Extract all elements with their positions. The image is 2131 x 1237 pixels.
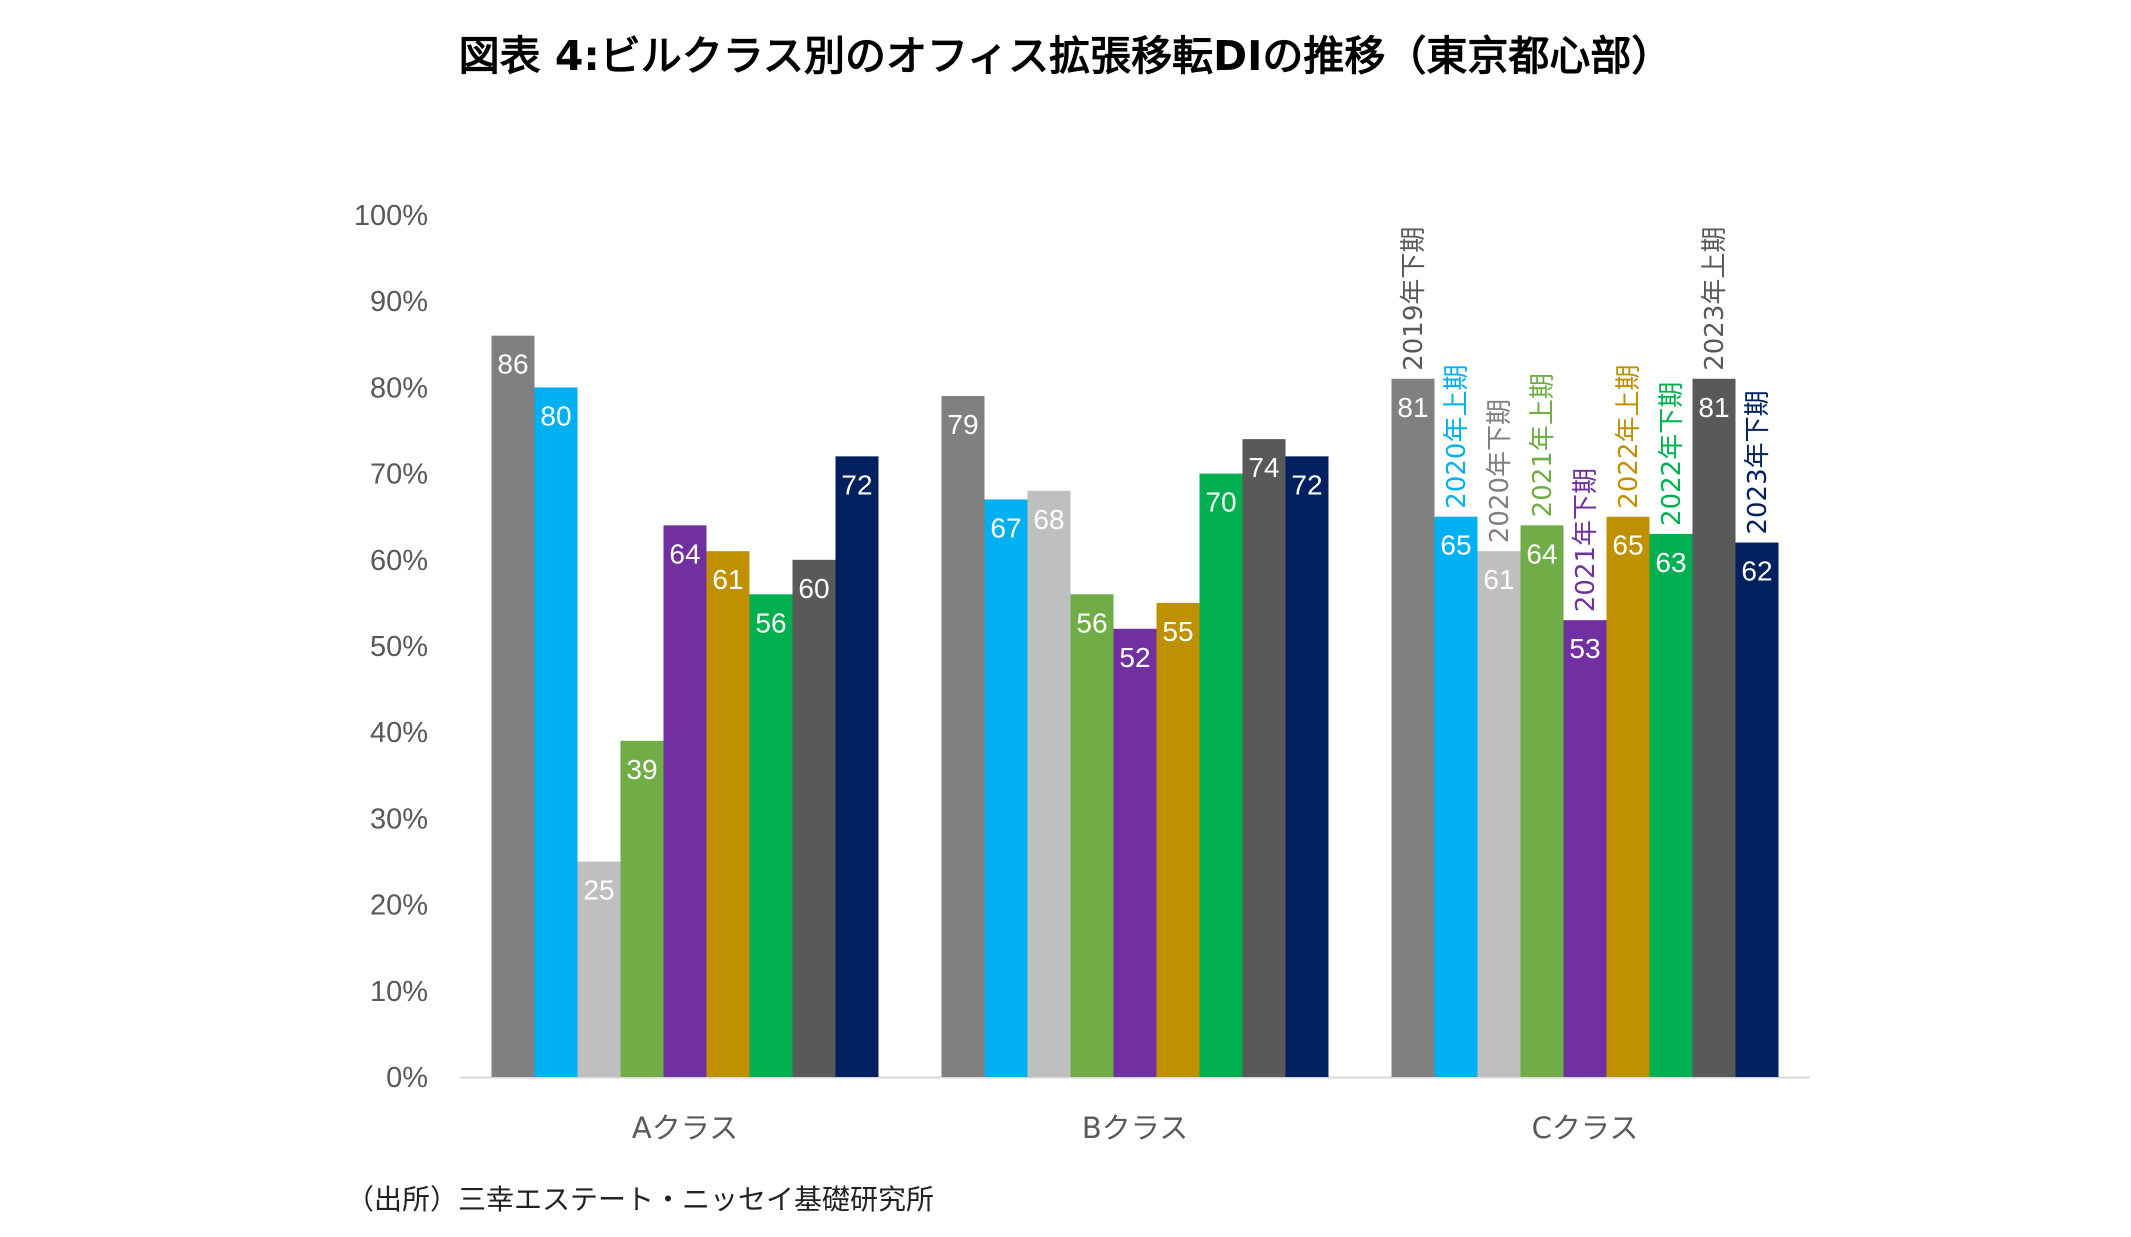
data-label: 53	[1569, 633, 1600, 664]
source-note: （出所）三幸エステート・ニッセイ基礎研究所	[346, 1183, 935, 1216]
data-label: 25	[583, 875, 614, 906]
bar	[1520, 525, 1564, 1077]
data-label: 86	[497, 349, 528, 380]
data-label: 79	[947, 409, 978, 440]
category-label: Cクラス	[1532, 1111, 1639, 1145]
bar	[1477, 551, 1521, 1077]
y-axis: 0% 10% 20% 30% 40% 50% 60% 70% 80% 90% 100%	[354, 200, 1810, 1094]
bar	[1391, 378, 1435, 1077]
y-tick-label: 0%	[386, 1062, 428, 1094]
legend-label: 2023年下期	[1743, 390, 1773, 534]
bar	[1199, 473, 1243, 1078]
bar	[835, 456, 879, 1077]
data-label: 56	[755, 607, 786, 638]
bar	[1434, 516, 1478, 1077]
data-label: 63	[1655, 547, 1686, 578]
data-label: 74	[1248, 452, 1279, 483]
data-label: 61	[712, 564, 743, 595]
bar	[1027, 490, 1071, 1078]
y-tick-label: 40%	[370, 717, 428, 749]
legend-label: 2020年上期	[1442, 365, 1472, 509]
y-tick-label: 80%	[370, 372, 428, 404]
bar	[706, 551, 750, 1077]
bar	[620, 740, 664, 1077]
bar	[577, 861, 621, 1077]
bar	[1285, 456, 1329, 1077]
bar	[1692, 378, 1736, 1077]
bar	[1156, 602, 1200, 1077]
data-label: 64	[1526, 538, 1557, 569]
data-label: 67	[990, 512, 1021, 543]
data-label: 39	[626, 754, 657, 785]
y-tick-label: 60%	[370, 545, 428, 577]
inline-legend: 2019年下期 2020年上期 2020年下期 2021年上期 2021年下期 2022年…	[1399, 227, 1773, 613]
y-tick-label: 30%	[370, 803, 428, 835]
y-tick-label: 70%	[370, 459, 428, 491]
data-label: 81	[1698, 392, 1729, 423]
legend-label: 2023年上期	[1700, 227, 1730, 371]
bar	[1113, 628, 1157, 1077]
bar	[792, 559, 836, 1077]
y-tick-label: 90%	[370, 286, 428, 318]
legend-label: 2019年下期	[1399, 227, 1429, 371]
y-tick-label: 20%	[370, 890, 428, 922]
bar	[1070, 594, 1114, 1077]
data-label: 52	[1119, 642, 1150, 673]
y-tick-label: 100%	[354, 200, 428, 232]
data-label: 81	[1397, 392, 1428, 423]
bar	[1242, 439, 1286, 1077]
data-label: 61	[1483, 564, 1514, 595]
data-label: 62	[1741, 556, 1772, 587]
bar	[984, 499, 1028, 1078]
legend-label: 2021年下期	[1571, 468, 1601, 612]
bar	[663, 525, 707, 1077]
legend-label: 2021年上期	[1528, 373, 1558, 517]
data-label: 65	[1440, 530, 1471, 561]
data-label: 60	[798, 573, 829, 604]
data-label: 70	[1205, 487, 1236, 518]
chart-title: 図表 4:ビルクラス別のオフィス拡張移転DIの推移（東京都心部）	[458, 32, 1673, 80]
x-axis: Aクラス Bクラス Cクラス	[632, 1111, 1638, 1145]
legend-label: 2022年下期	[1657, 382, 1687, 526]
bar	[749, 594, 793, 1077]
bar	[1563, 620, 1607, 1077]
category-label: Aクラス	[632, 1111, 738, 1145]
legend-label: 2020年下期	[1485, 399, 1515, 543]
data-label: 55	[1162, 616, 1193, 647]
category-label: Bクラス	[1082, 1111, 1188, 1145]
legend-label: 2022年上期	[1614, 365, 1644, 509]
data-label: 56	[1076, 607, 1107, 638]
data-label: 72	[841, 469, 872, 500]
data-label: 65	[1612, 530, 1643, 561]
bar	[941, 396, 985, 1077]
y-tick-label: 50%	[370, 631, 428, 663]
data-label: 68	[1033, 504, 1064, 535]
bar	[1735, 542, 1779, 1077]
bar	[534, 387, 578, 1077]
bar	[1649, 533, 1693, 1077]
data-label: 72	[1291, 469, 1322, 500]
y-tick-label: 10%	[370, 976, 428, 1008]
data-label: 64	[669, 538, 700, 569]
bar	[1606, 516, 1650, 1077]
data-label: 80	[540, 400, 571, 431]
bar-series: 86 80 25 39 64 61 56 60 72 79 67 68 56 52 55 70 74 72 81 65…	[491, 335, 1779, 1078]
bar	[491, 335, 535, 1077]
